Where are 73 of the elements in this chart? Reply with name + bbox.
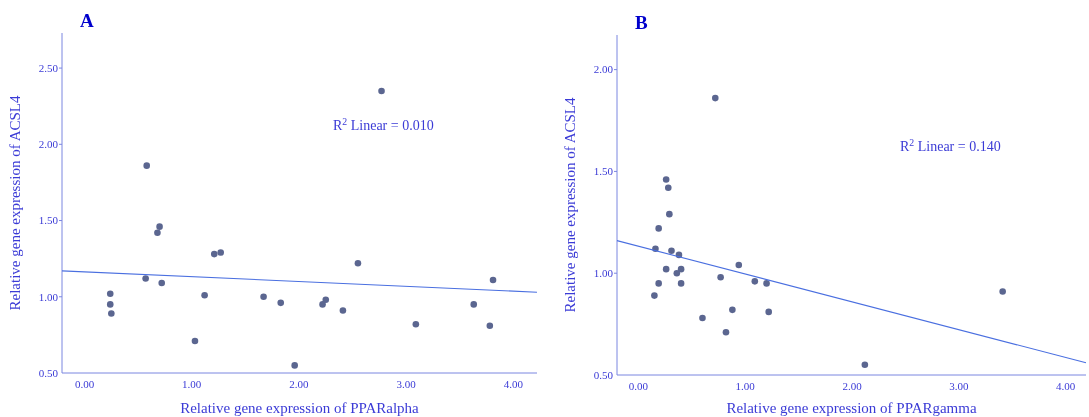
point: [763, 280, 770, 287]
point: [722, 328, 730, 336]
point: [158, 279, 166, 287]
point: [106, 290, 114, 298]
x-tick-label: 3.00: [396, 378, 417, 390]
point: [751, 278, 759, 285]
point: [106, 301, 114, 308]
point: [470, 301, 478, 308]
point: [666, 210, 673, 218]
point: [191, 337, 199, 345]
point: [322, 296, 330, 304]
y-axis-title: Relative gene expression of ACSL4: [562, 97, 578, 313]
point: [662, 265, 670, 273]
y-tick-label: 2.00: [593, 63, 614, 76]
point: [717, 273, 724, 281]
point: [861, 361, 869, 369]
x-tick-label: 3.00: [949, 380, 969, 392]
point: [651, 292, 658, 299]
x-tick-label: 0.00: [628, 380, 649, 392]
y-tick-label: 0.50: [38, 366, 59, 379]
point: [677, 265, 685, 273]
point: [143, 162, 151, 169]
x-tick-label: 4.00: [1056, 380, 1076, 392]
y-tick-label: 1.00: [38, 290, 59, 303]
y-tick-label: 1.00: [593, 267, 614, 280]
point: [999, 288, 1006, 295]
point: [655, 225, 662, 232]
annotation: R$^{2}$ Linear = 0.140: [900, 136, 1001, 154]
x-axis-title: Relative gene expression of PPARalpha: [180, 400, 420, 416]
y-tick-label: 2.00: [38, 138, 59, 151]
y-axis-title: Relative gene expression of ACSL4: [7, 95, 23, 311]
point: [735, 261, 743, 269]
point: [668, 247, 675, 255]
x-tick-label: 1.00: [182, 378, 202, 390]
x-tick-label: 4.00: [503, 378, 524, 390]
point: [210, 250, 218, 258]
point: [201, 291, 208, 299]
point: [729, 306, 736, 314]
point: [319, 301, 326, 308]
point: [765, 308, 772, 316]
point: [339, 307, 347, 314]
point: [154, 229, 161, 237]
x-axis-title: Relative gene expression of PPARgamma: [726, 400, 977, 416]
point: [291, 362, 298, 369]
y-tick-label: 1.50: [38, 214, 59, 227]
point: [486, 322, 494, 330]
x-tick-label: 2.00: [842, 380, 863, 392]
point: [354, 259, 362, 267]
point: [156, 223, 163, 230]
point: [664, 184, 672, 191]
y-tick-label: 2.50: [38, 61, 59, 74]
point: [260, 293, 267, 301]
point: [699, 314, 706, 322]
x-tick-label: 1.00: [735, 380, 756, 392]
chart-title: A: [80, 10, 94, 31]
point: [662, 176, 670, 183]
y-tick-label: 0.50: [593, 368, 614, 381]
x-tick-label: 0.00: [74, 378, 95, 390]
x-tick-label: 2.00: [289, 378, 310, 390]
point: [677, 280, 685, 287]
point: [142, 275, 149, 282]
point: [412, 320, 420, 328]
point: [489, 276, 497, 284]
point: [655, 280, 662, 287]
point: [217, 249, 224, 256]
point: [108, 310, 115, 317]
point: [711, 94, 719, 102]
y-tick-label: 1.50: [593, 165, 614, 178]
point: [378, 87, 385, 95]
point: [277, 299, 285, 307]
point: [673, 269, 681, 277]
annotation: R$^{2}$ Linear = 0.010: [333, 115, 434, 133]
chart-title: B: [635, 12, 648, 33]
